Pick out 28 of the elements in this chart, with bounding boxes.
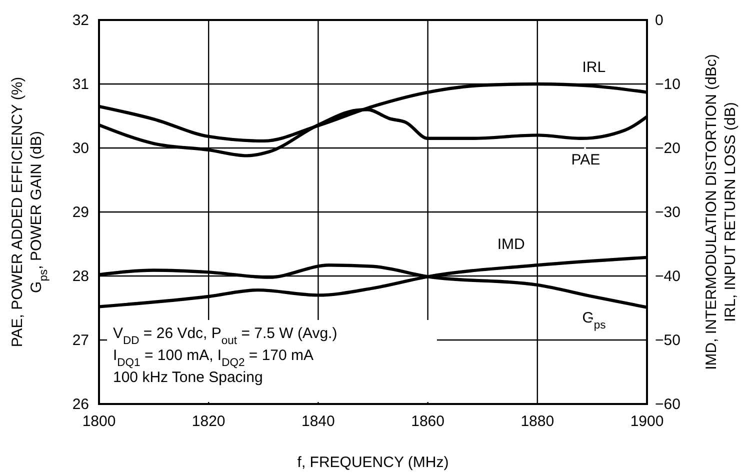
series-label: IMD	[497, 236, 526, 254]
x-tick-label: 1800	[82, 413, 116, 430]
y2-tick-label: −60	[655, 396, 680, 413]
x-tick-label: 1840	[302, 413, 335, 430]
y2-tick-label: −10	[655, 76, 680, 93]
x-tick-label: 1820	[192, 413, 226, 430]
y2-tick-label: −50	[655, 332, 680, 349]
series-label: IRL	[582, 58, 606, 76]
y-tick-label: 32	[72, 12, 89, 29]
annotation: 100 kHz Tone Spacing	[113, 369, 263, 386]
annotation: I$_{DQ1}$ = 100 mA, I$_{DQ2}$ = 170 mA	[113, 347, 314, 369]
y-tick-label: 29	[72, 204, 89, 221]
y-tick-label: 27	[72, 332, 89, 349]
y-tick-label: 30	[72, 140, 89, 157]
x-tick-label: 1880	[520, 413, 554, 430]
series-label: PAE	[571, 151, 600, 168]
y2-tick-label: −40	[655, 268, 680, 285]
x-tick-label: 1860	[411, 413, 444, 430]
y-tick-label: 28	[72, 268, 89, 285]
x-tick-label: 1900	[630, 413, 664, 430]
y-tick-label: 26	[72, 396, 89, 413]
y2-axis-title: IMD, INTERMODULATION DISTORTION (dBc) IRL, INPUT RETURN LOSS (dB)	[703, 54, 739, 370]
x-axis-title: f, FREQUENCY (MHz)	[297, 454, 449, 471]
y-tick-label: 31	[72, 76, 89, 93]
y2-tick-label: −30	[655, 204, 680, 221]
annotation: V$_{DD}$ = 26 Vdc, P$_{out}$ = 7.5 W (Avg.)	[113, 325, 338, 347]
y2-tick-label: 0	[655, 12, 664, 29]
y2-tick-label: −20	[655, 140, 680, 157]
